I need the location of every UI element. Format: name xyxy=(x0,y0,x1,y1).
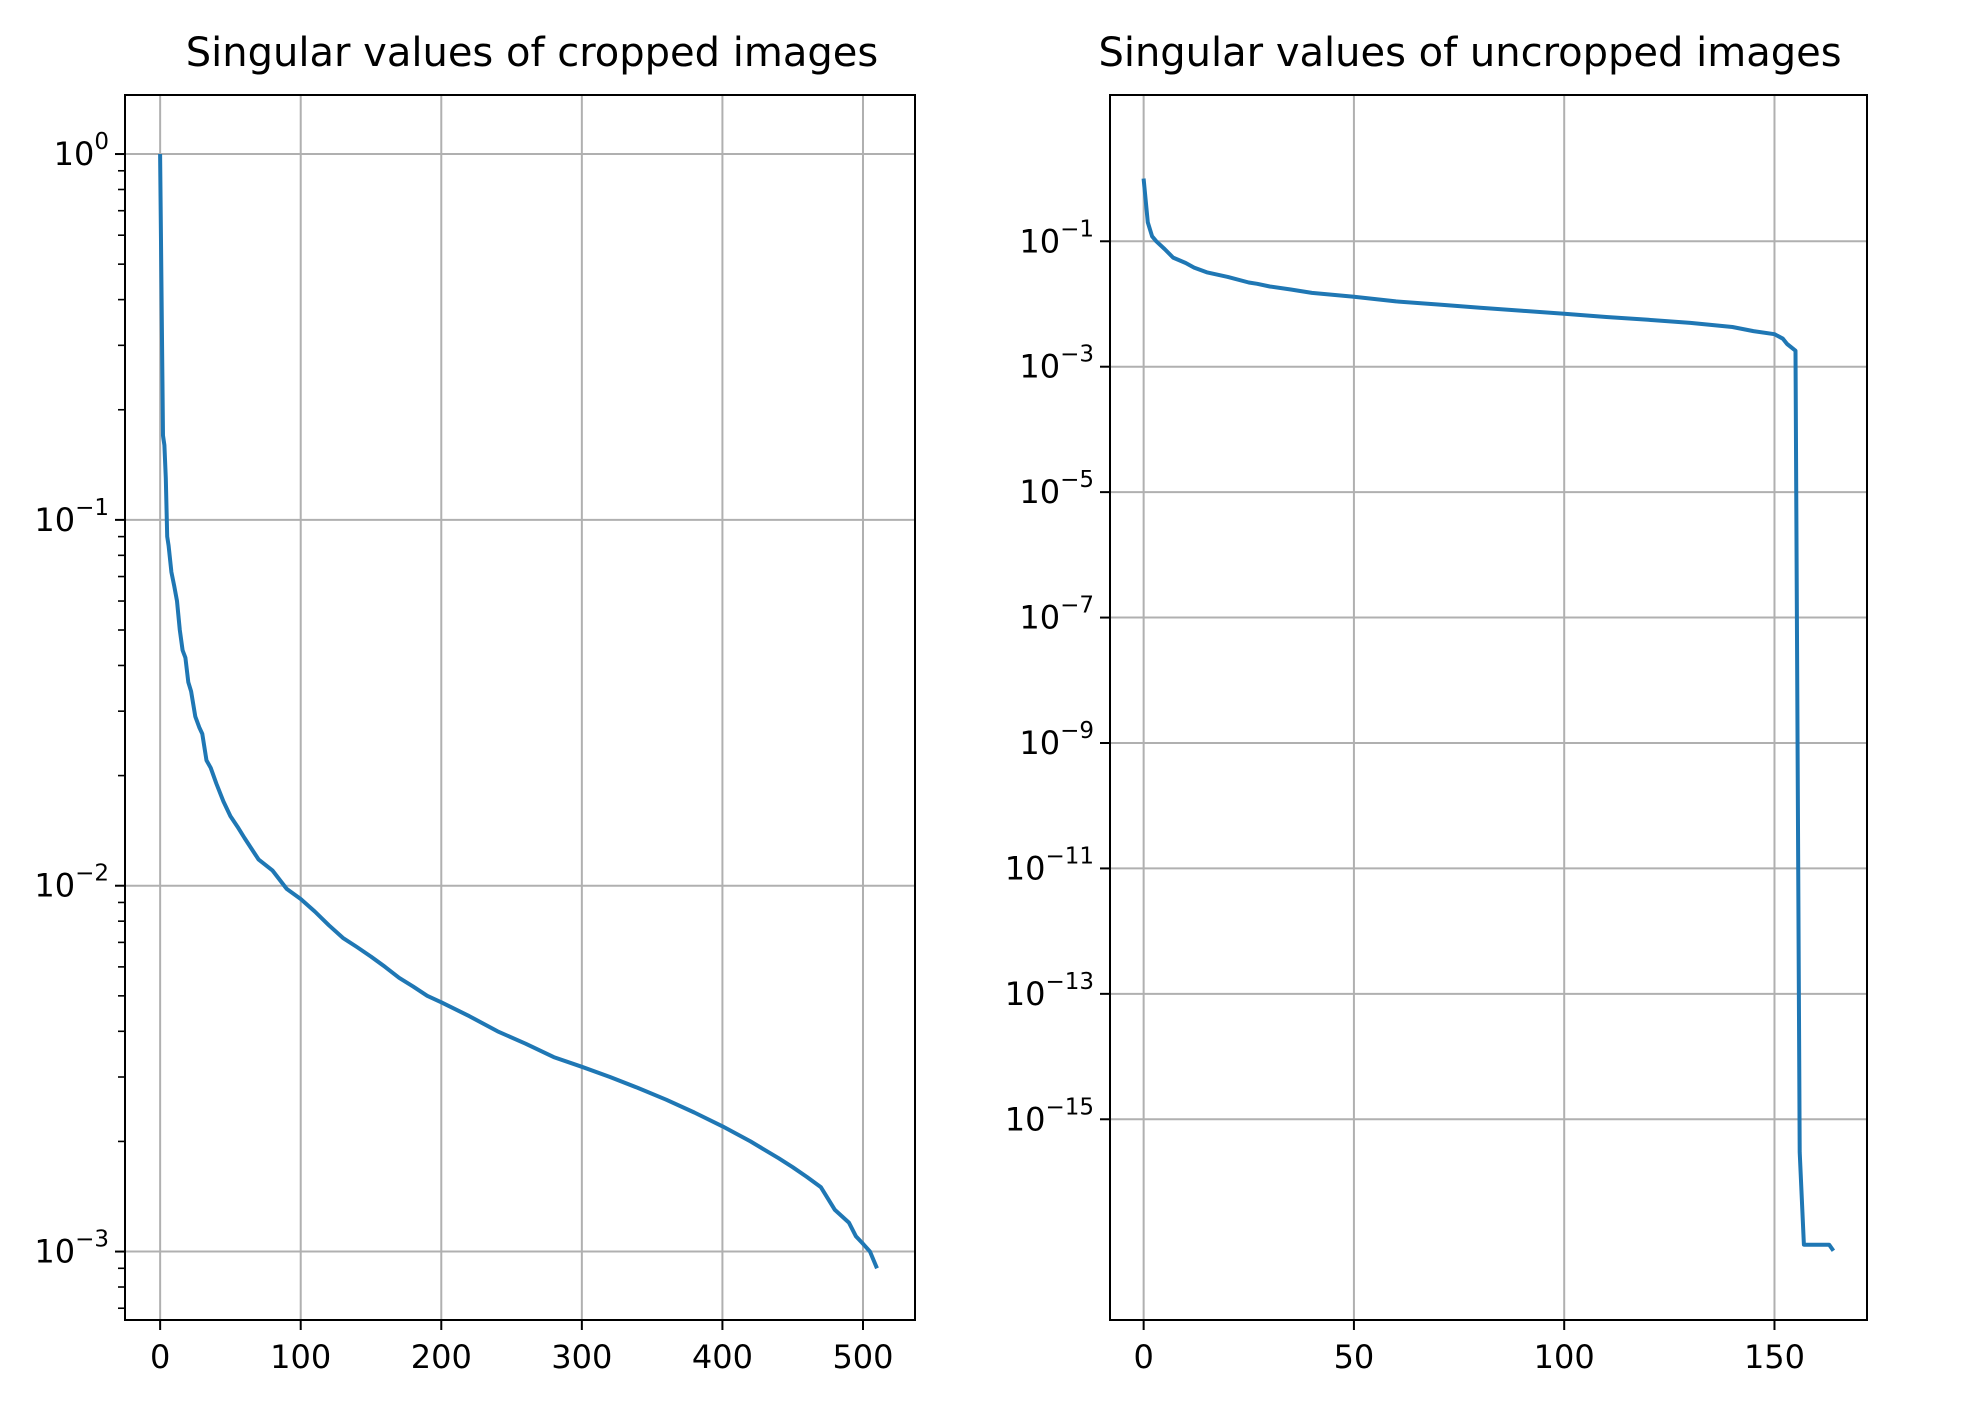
cropped-x-tick-label: 0 xyxy=(150,1338,170,1376)
cropped-x-tick-label: 400 xyxy=(692,1338,753,1376)
uncropped-y-tick-label: 10−1 xyxy=(1019,216,1094,260)
uncropped-y-tick-label: 10−5 xyxy=(1019,467,1094,511)
uncropped-y-tick-label: 10−13 xyxy=(1005,969,1094,1013)
cropped-x-tick-label: 200 xyxy=(411,1338,472,1376)
cropped-x-tick-label: 300 xyxy=(551,1338,612,1376)
uncropped-y-tick-label: 10−7 xyxy=(1019,593,1094,637)
uncropped-x-tick-label: 150 xyxy=(1744,1338,1805,1376)
uncropped-images-chart: Singular values of uncropped images 0 50 1… xyxy=(1005,30,1868,1376)
cropped-images-chart: Singular values of cropped images 0 100 20… xyxy=(34,30,916,1376)
cropped-y-tick-label: 10−2 xyxy=(34,861,109,905)
cropped-y-tick-label: 10−3 xyxy=(34,1227,109,1271)
cropped-y-tick-label: 100 xyxy=(54,129,109,173)
uncropped-axes-frame xyxy=(1109,94,1868,1321)
uncropped-y-tick-label: 10−15 xyxy=(1005,1094,1094,1138)
cropped-series-line xyxy=(158,153,879,1270)
uncropped-x-tick-label: 0 xyxy=(1133,1338,1153,1376)
uncropped-x-tick-label: 50 xyxy=(1334,1338,1375,1376)
uncropped-y-tick-label: 10−3 xyxy=(1019,342,1094,386)
cropped-axes-frame xyxy=(124,94,916,1321)
cropped-x-tick-label: 100 xyxy=(270,1338,331,1376)
uncropped-y-tick-label: 10−11 xyxy=(1005,843,1094,887)
cropped-x-tick-label: 500 xyxy=(832,1338,893,1376)
uncropped-chart-title: Singular values of uncropped images xyxy=(1098,30,1841,76)
uncropped-series-line xyxy=(1141,178,1836,1252)
uncropped-x-tick-label: 100 xyxy=(1534,1338,1595,1376)
cropped-chart-title: Singular values of cropped images xyxy=(186,30,878,76)
cropped-y-tick-label: 10−1 xyxy=(34,495,109,539)
uncropped-y-tick-label: 10−9 xyxy=(1019,718,1094,762)
